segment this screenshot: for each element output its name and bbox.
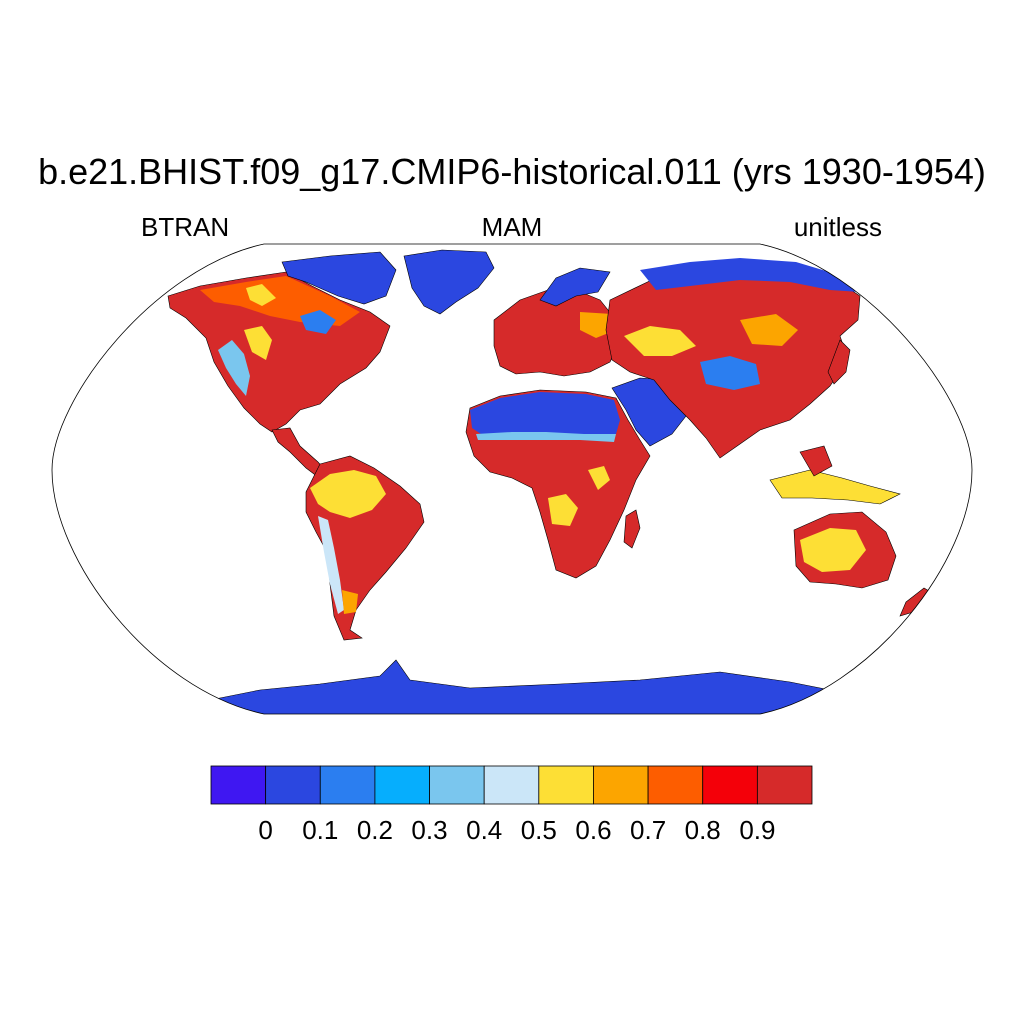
colorbar-swatch	[429, 765, 485, 805]
colorbar-swatch	[210, 765, 267, 805]
colorbar-swatch	[374, 765, 430, 805]
japan	[827, 339, 851, 385]
new-zealand	[899, 587, 935, 617]
colorbar-tick-label: 0	[258, 815, 273, 845]
tibet-plateau	[700, 356, 760, 390]
units-label: unitless	[793, 212, 882, 242]
southern-africa-dry	[548, 494, 578, 526]
canadian-archipelago	[281, 251, 397, 305]
colorbar-tick-label: 0.2	[356, 815, 393, 845]
map-outline	[51, 243, 973, 715]
colorbar-swatch	[593, 765, 649, 805]
colorbar-tick-label: 0.8	[684, 815, 721, 845]
sahara	[470, 392, 620, 436]
colorbar-swatch	[319, 765, 376, 805]
colorbar-tick-label: 0.9	[739, 815, 776, 845]
borneo	[799, 445, 833, 477]
colorbar-swatch	[265, 765, 321, 805]
colorbar-swatch	[538, 765, 594, 805]
greenland	[403, 249, 495, 315]
colorbar	[210, 765, 813, 805]
north-america-west-dry	[218, 340, 250, 396]
colorbar-tick-label: 0.3	[411, 815, 448, 845]
figure-title: b.e21.BHIST.f09_g17.CMIP6-historical.011…	[38, 151, 986, 192]
colorbar-tick-label: 0.6	[575, 815, 612, 845]
maritime-continent	[769, 469, 901, 505]
east-africa-dry	[588, 466, 610, 490]
north-america-plains	[244, 326, 272, 360]
hudson-region	[300, 310, 336, 334]
map-land-layer	[167, 249, 935, 714]
colorbar-tick-label: 0.5	[520, 815, 557, 845]
colorbar-tick-label: 0.1	[302, 815, 339, 845]
south-america-south	[342, 590, 358, 614]
south-america-amazon	[310, 470, 386, 518]
scandinavia	[539, 267, 611, 307]
colorbar-tick-label: 0.7	[630, 815, 667, 845]
south-america-andes	[318, 516, 344, 614]
variable-label: BTRAN	[141, 212, 230, 242]
colorbar-tick-label: 0.4	[466, 815, 503, 845]
antarctica	[209, 659, 831, 714]
colorbar-swatch	[756, 765, 813, 805]
north-america-arctic	[246, 284, 276, 306]
madagascar	[623, 509, 641, 549]
season-label: MAM	[481, 212, 543, 242]
colorbar-swatch	[483, 765, 540, 805]
colorbar-swatch	[702, 765, 758, 805]
australia-interior	[800, 528, 866, 572]
mongolia	[740, 314, 798, 346]
siberia-coast	[640, 258, 860, 292]
colorbar-swatch	[647, 765, 704, 805]
sahel	[476, 432, 616, 442]
central-asia-steppe	[624, 326, 696, 356]
